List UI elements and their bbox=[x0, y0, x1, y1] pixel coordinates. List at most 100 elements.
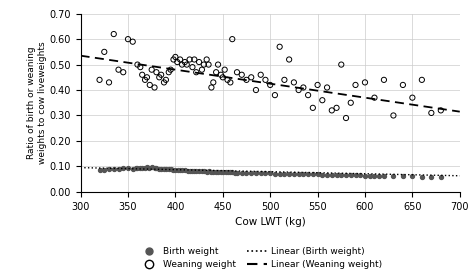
Point bbox=[212, 170, 220, 174]
Point bbox=[352, 173, 359, 178]
Point bbox=[192, 70, 200, 75]
Point bbox=[371, 174, 378, 178]
Point bbox=[290, 80, 298, 85]
Point bbox=[276, 172, 283, 176]
Point bbox=[189, 65, 196, 69]
Point bbox=[319, 173, 326, 177]
Point bbox=[390, 174, 397, 178]
Point bbox=[290, 172, 298, 176]
Point bbox=[380, 174, 388, 178]
Point bbox=[110, 167, 118, 171]
Point bbox=[129, 39, 137, 44]
Point bbox=[178, 168, 186, 173]
Point bbox=[110, 32, 118, 36]
Point bbox=[276, 45, 283, 49]
Point bbox=[300, 85, 307, 90]
Point bbox=[153, 166, 160, 170]
Point bbox=[295, 88, 302, 92]
Point bbox=[231, 170, 239, 175]
Point bbox=[176, 57, 184, 62]
Point bbox=[333, 173, 340, 177]
Point bbox=[342, 173, 350, 177]
Point bbox=[155, 166, 163, 171]
Point bbox=[347, 173, 355, 178]
Point bbox=[105, 80, 113, 85]
Point bbox=[210, 170, 217, 174]
Point bbox=[155, 75, 163, 79]
Point bbox=[181, 60, 189, 64]
Point bbox=[198, 67, 206, 72]
Point bbox=[224, 170, 231, 174]
Point bbox=[172, 167, 179, 172]
Point bbox=[176, 168, 184, 172]
Point bbox=[115, 167, 122, 171]
Point bbox=[153, 70, 160, 75]
Point bbox=[262, 78, 269, 82]
Point bbox=[146, 83, 154, 87]
Point bbox=[361, 80, 369, 85]
Point bbox=[96, 78, 103, 82]
Point bbox=[257, 73, 264, 77]
Point bbox=[198, 169, 206, 173]
Point bbox=[314, 83, 321, 87]
Point bbox=[208, 85, 215, 90]
Point bbox=[195, 60, 203, 64]
Legend: Birth weight, Weaning weight, Linear (Birth weight), Linear (Weaning weight): Birth weight, Weaning weight, Linear (Bi… bbox=[139, 247, 383, 270]
Point bbox=[148, 165, 155, 170]
Point bbox=[319, 98, 326, 102]
Point bbox=[217, 170, 225, 174]
Point bbox=[399, 83, 407, 87]
Point bbox=[328, 173, 336, 177]
Point bbox=[304, 172, 312, 177]
Point bbox=[160, 167, 168, 171]
Point bbox=[183, 62, 191, 67]
Point bbox=[200, 169, 208, 174]
Point bbox=[295, 172, 302, 176]
Point bbox=[124, 166, 132, 170]
Point bbox=[266, 171, 274, 176]
Point bbox=[300, 172, 307, 176]
Point bbox=[162, 78, 170, 82]
Point bbox=[208, 170, 215, 174]
Point bbox=[219, 75, 227, 79]
Point bbox=[129, 166, 137, 171]
Point bbox=[210, 80, 217, 85]
Point bbox=[205, 169, 212, 174]
Point bbox=[366, 173, 374, 178]
Point bbox=[100, 50, 108, 54]
Point bbox=[281, 172, 288, 176]
Point bbox=[371, 95, 378, 100]
Point bbox=[157, 167, 165, 171]
Point bbox=[162, 167, 170, 172]
Point bbox=[178, 62, 186, 67]
Point bbox=[304, 93, 312, 97]
Point bbox=[233, 170, 241, 175]
Point bbox=[257, 171, 264, 175]
Point bbox=[205, 62, 212, 67]
Point bbox=[165, 167, 173, 171]
Point bbox=[328, 108, 336, 113]
Point bbox=[352, 83, 359, 87]
Point bbox=[418, 78, 426, 82]
Point bbox=[323, 85, 331, 90]
Point bbox=[437, 108, 445, 113]
Point bbox=[219, 170, 227, 174]
Point bbox=[266, 83, 274, 87]
Point bbox=[212, 70, 220, 75]
Point bbox=[333, 106, 340, 110]
Point bbox=[170, 57, 177, 62]
Point bbox=[285, 57, 293, 62]
Point bbox=[238, 170, 246, 175]
Point bbox=[167, 67, 174, 72]
Point bbox=[186, 169, 193, 173]
Point bbox=[173, 60, 181, 64]
Point bbox=[174, 168, 182, 172]
Point bbox=[191, 57, 198, 62]
Point bbox=[252, 88, 260, 92]
Point bbox=[337, 62, 345, 67]
Point bbox=[192, 169, 200, 173]
Point bbox=[437, 175, 445, 179]
Point bbox=[428, 111, 435, 115]
Point bbox=[281, 78, 288, 82]
Point bbox=[170, 167, 177, 172]
